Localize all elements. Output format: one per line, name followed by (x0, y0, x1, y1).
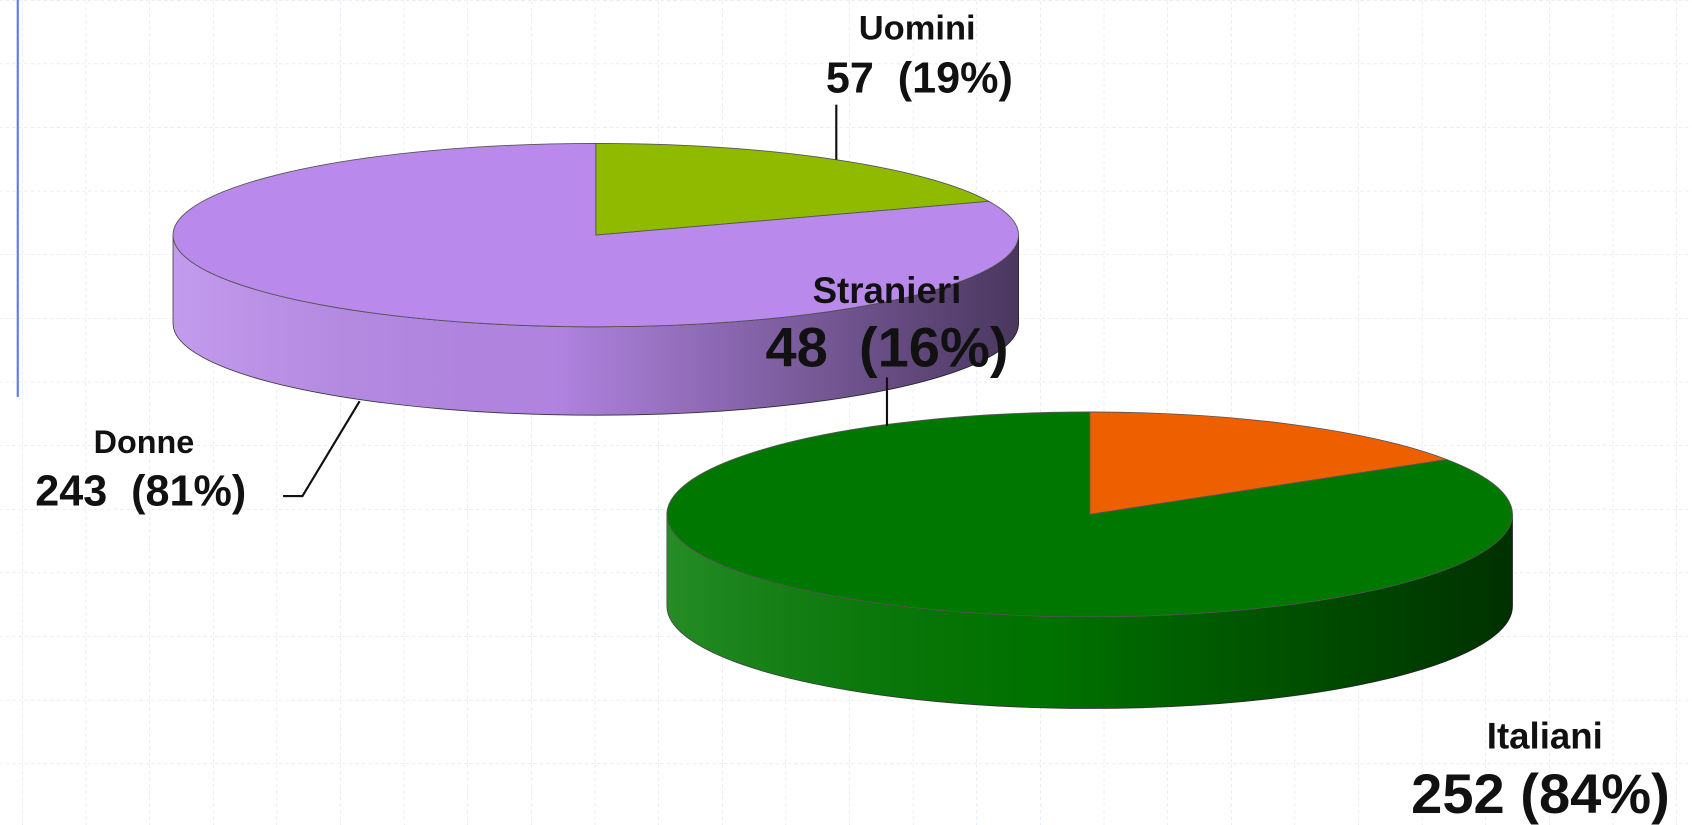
slice-value-label: 252 (84%) (1411, 762, 1670, 825)
slice-value-label: 48 (16%) (765, 315, 1008, 378)
slice-name: Italiani (1487, 715, 1603, 756)
slice-name: Stranieri (813, 270, 962, 311)
leader-line (283, 400, 361, 498)
slice-name: Donne (94, 424, 195, 460)
slice-value-label: 57 (19%) (826, 54, 1013, 102)
slice (1089, 411, 1449, 515)
slice-side-shade (666, 514, 1513, 709)
slice-side-shade (173, 235, 1019, 416)
slice (595, 142, 991, 236)
slice-name: Uomini (859, 9, 976, 47)
slice-value-label: 243 (81%) (35, 467, 246, 515)
slice (666, 411, 1513, 618)
slice (172, 142, 1019, 328)
